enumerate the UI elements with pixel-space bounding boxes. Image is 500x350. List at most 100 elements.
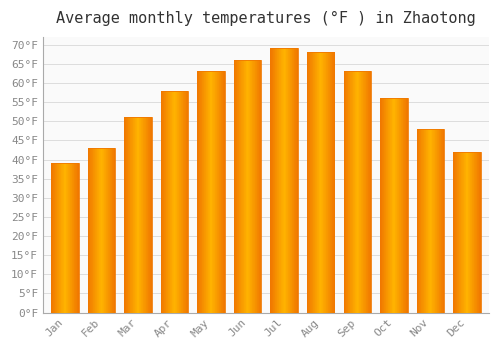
- Bar: [393, 98, 394, 313]
- Title: Average monthly temperatures (°F ) in Zhaotong: Average monthly temperatures (°F ) in Zh…: [56, 11, 476, 26]
- Bar: [364, 71, 365, 313]
- Bar: [395, 98, 396, 313]
- Bar: [56, 163, 57, 313]
- Bar: [474, 152, 476, 313]
- Bar: [70, 163, 71, 313]
- Bar: [130, 117, 131, 313]
- Bar: [462, 152, 463, 313]
- Bar: [428, 129, 429, 313]
- Bar: [311, 52, 312, 313]
- Bar: [433, 129, 434, 313]
- Bar: [172, 91, 174, 313]
- Bar: [126, 117, 127, 313]
- Bar: [287, 49, 288, 313]
- Bar: [247, 60, 248, 313]
- Bar: [77, 163, 78, 313]
- Bar: [363, 71, 364, 313]
- Bar: [212, 71, 213, 313]
- Bar: [290, 49, 291, 313]
- Bar: [365, 71, 366, 313]
- Bar: [180, 91, 181, 313]
- Bar: [124, 117, 125, 313]
- Bar: [138, 117, 140, 313]
- Bar: [307, 52, 334, 313]
- Bar: [101, 148, 102, 313]
- Bar: [173, 91, 174, 313]
- Bar: [72, 163, 73, 313]
- Bar: [184, 91, 185, 313]
- Bar: [124, 117, 152, 313]
- Bar: [62, 163, 63, 313]
- Bar: [386, 98, 387, 313]
- Bar: [456, 152, 458, 313]
- Bar: [426, 129, 427, 313]
- Bar: [358, 71, 359, 313]
- Bar: [346, 71, 347, 313]
- Bar: [114, 148, 115, 313]
- Bar: [138, 117, 139, 313]
- Bar: [421, 129, 422, 313]
- Bar: [423, 129, 424, 313]
- Bar: [293, 49, 294, 313]
- Bar: [171, 91, 172, 313]
- Bar: [215, 71, 216, 313]
- Bar: [60, 163, 61, 313]
- Bar: [407, 98, 408, 313]
- Bar: [473, 152, 474, 313]
- Bar: [236, 60, 237, 313]
- Bar: [384, 98, 385, 313]
- Bar: [178, 91, 180, 313]
- Bar: [107, 148, 108, 313]
- Bar: [398, 98, 400, 313]
- Bar: [367, 71, 368, 313]
- Bar: [352, 71, 354, 313]
- Bar: [224, 71, 225, 313]
- Bar: [434, 129, 436, 313]
- Bar: [297, 49, 298, 313]
- Bar: [276, 49, 278, 313]
- Bar: [416, 129, 444, 313]
- Bar: [100, 148, 101, 313]
- Bar: [149, 117, 150, 313]
- Bar: [75, 163, 76, 313]
- Bar: [291, 49, 292, 313]
- Bar: [220, 71, 221, 313]
- Bar: [71, 163, 72, 313]
- Bar: [91, 148, 92, 313]
- Bar: [438, 129, 440, 313]
- Bar: [400, 98, 402, 313]
- Bar: [381, 98, 382, 313]
- Bar: [392, 98, 393, 313]
- Bar: [145, 117, 146, 313]
- Bar: [236, 60, 238, 313]
- Bar: [88, 148, 89, 313]
- Bar: [332, 52, 333, 313]
- Bar: [419, 129, 420, 313]
- Bar: [403, 98, 404, 313]
- Bar: [214, 71, 216, 313]
- Bar: [240, 60, 241, 313]
- Bar: [110, 148, 111, 313]
- Bar: [202, 71, 203, 313]
- Bar: [389, 98, 390, 313]
- Bar: [166, 91, 167, 313]
- Bar: [273, 49, 274, 313]
- Bar: [454, 152, 456, 313]
- Bar: [132, 117, 134, 313]
- Bar: [270, 49, 298, 313]
- Bar: [316, 52, 318, 313]
- Bar: [245, 60, 246, 313]
- Bar: [430, 129, 431, 313]
- Bar: [246, 60, 247, 313]
- Bar: [93, 148, 94, 313]
- Bar: [243, 60, 244, 313]
- Bar: [56, 163, 58, 313]
- Bar: [323, 52, 324, 313]
- Bar: [140, 117, 141, 313]
- Bar: [88, 148, 115, 313]
- Bar: [349, 71, 350, 313]
- Bar: [133, 117, 134, 313]
- Bar: [74, 163, 76, 313]
- Bar: [369, 71, 370, 313]
- Bar: [272, 49, 274, 313]
